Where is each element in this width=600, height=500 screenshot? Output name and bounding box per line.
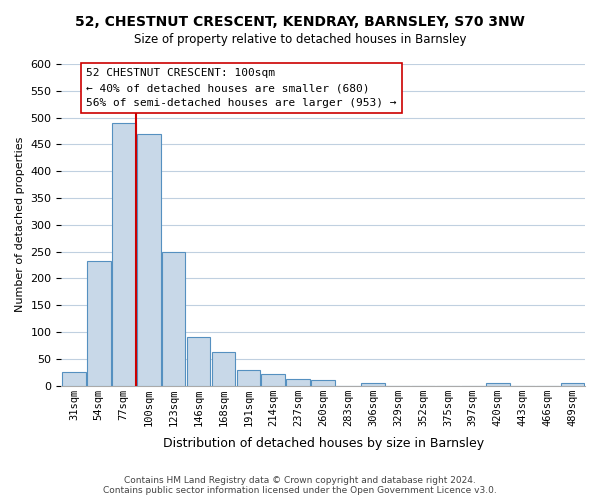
Text: 52 CHESTNUT CRESCENT: 100sqm
← 40% of detached houses are smaller (680)
56% of s: 52 CHESTNUT CRESCENT: 100sqm ← 40% of de… (86, 68, 397, 108)
Text: Contains HM Land Registry data © Crown copyright and database right 2024.
Contai: Contains HM Land Registry data © Crown c… (103, 476, 497, 495)
Bar (236, 370, 260, 386)
Bar (286, 378, 310, 386)
Bar (361, 384, 385, 386)
Text: 52, CHESTNUT CRESCENT, KENDRAY, BARNSLEY, S70 3NW: 52, CHESTNUT CRESCENT, KENDRAY, BARNSLEY… (75, 15, 525, 29)
X-axis label: Distribution of detached houses by size in Barnsley: Distribution of detached houses by size … (163, 437, 484, 450)
Bar (560, 383, 584, 386)
Bar (187, 338, 211, 386)
Text: Size of property relative to detached houses in Barnsley: Size of property relative to detached ho… (134, 32, 466, 46)
Bar (262, 374, 285, 386)
Y-axis label: Number of detached properties: Number of detached properties (15, 137, 25, 312)
Bar (137, 134, 161, 386)
Bar (87, 260, 110, 386)
Bar (162, 252, 185, 386)
Bar (486, 383, 509, 386)
Bar (212, 352, 235, 386)
Bar (62, 372, 86, 386)
Bar (112, 123, 136, 386)
Bar (311, 380, 335, 386)
